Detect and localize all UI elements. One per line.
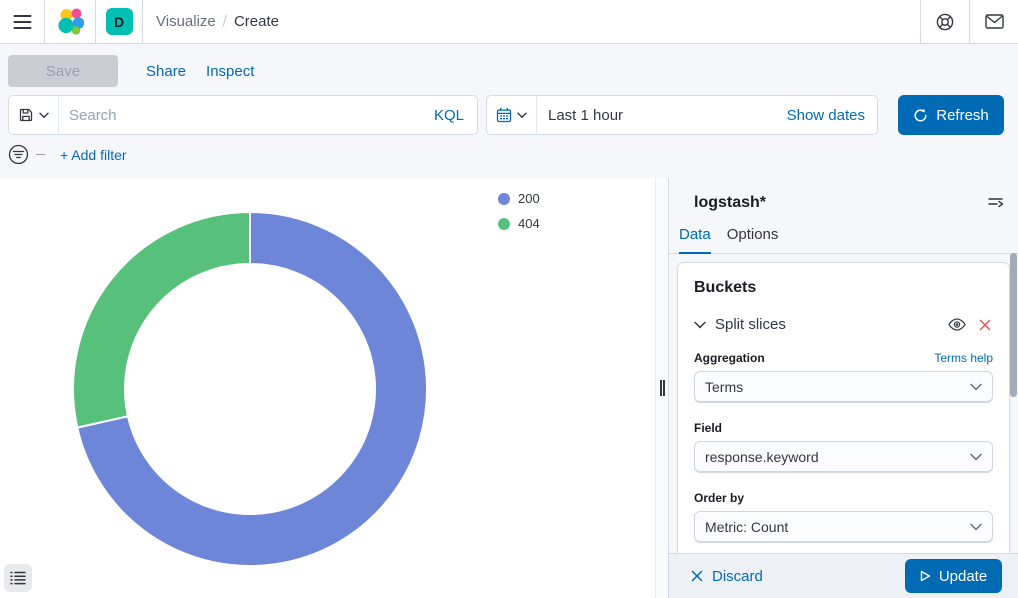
aggregation-label-row: Aggregation Terms help [694,351,993,365]
breadcrumb-visualize[interactable]: Visualize [156,13,216,30]
buckets-title: Buckets [694,279,757,296]
editor-footer: Discard Update [669,553,1018,598]
filter-bar-divider [36,154,45,155]
toolbar-area: Save Share Inspect [0,44,1018,178]
search-bar-group: KQL [8,95,478,135]
remove-bucket-button[interactable] [977,317,993,333]
legend-item-200[interactable]: 200 [498,191,540,206]
buckets-panel: Buckets Split slices [677,262,1010,553]
filter-bar: + Add filter [0,144,1018,165]
split-slices-section: Split slices [694,312,993,335]
chevron-down-icon [517,112,527,118]
legend-label: 200 [518,191,540,206]
remove-x-icon [979,319,991,330]
chevron-down-icon [39,112,49,118]
aggregation-value: Terms [705,379,744,395]
index-pattern-title: logstash* [694,194,767,211]
panel-header: logstash* [669,178,1018,212]
breadcrumb-separator: / [222,13,227,30]
panel-resizer[interactable] [655,178,668,598]
legend-item-404[interactable]: 404 [498,216,540,231]
help-button[interactable] [936,13,954,31]
elastic-logo[interactable] [45,0,96,43]
terms-help-link[interactable]: Terms help [934,351,993,365]
app-header: D Visualize / Create [0,0,1018,44]
elastic-logo-icon [57,8,84,35]
space-switcher[interactable]: D [96,0,143,43]
eye-icon [948,318,966,331]
hamburger-icon [13,14,31,29]
chevron-down-icon[interactable] [694,321,706,329]
collapse-panel-button[interactable] [988,196,1004,210]
date-picker-button[interactable] [487,96,537,134]
chevron-down-icon [970,523,982,531]
chevron-down-icon [970,383,982,391]
legend-toggle-button[interactable] [4,564,32,592]
refresh-icon [914,108,927,121]
donut-slice-200[interactable] [76,211,428,567]
visualization-editor-panel: logstash* Data Options B [668,178,1018,598]
field-select[interactable]: response.keyword [694,441,993,473]
order-by-select[interactable]: Metric: Count [694,511,993,543]
visualization-canvas: 200 404 [0,178,655,598]
mail-icon [984,14,1004,29]
update-label: Update [938,567,988,585]
calendar-icon [496,108,512,123]
editor-tabs: Data Options [669,212,1018,254]
time-range-value[interactable]: Last 1 hour [548,106,624,124]
legend-label: 404 [518,216,540,231]
refresh-label: Refresh [936,106,989,124]
chart-legend: 200 404 [498,191,540,231]
show-dates-button[interactable]: Show dates [786,106,865,124]
aggregation-select[interactable]: Terms [694,371,993,403]
share-button[interactable]: Share [146,62,187,80]
breadcrumb-create: Create [233,13,279,30]
chevron-down-icon [970,453,982,461]
split-slices-label[interactable]: Split slices [715,316,786,333]
collapse-panel-icon [988,198,1004,208]
save-button[interactable]: Save [8,55,118,87]
discard-label: Discard [712,567,763,585]
resizer-grip-icon [659,380,665,396]
refresh-button[interactable]: Refresh [898,95,1004,135]
search-input[interactable] [59,96,421,134]
query-bar: KQL [0,95,1018,135]
donut-chart[interactable] [0,178,500,598]
donut-slice-404[interactable] [72,211,251,429]
filter-circle-icon[interactable] [8,144,29,165]
field-value: response.keyword [705,449,819,465]
legend-dot [498,217,510,230]
field-label: Field [694,421,723,435]
query-language-button[interactable]: KQL [433,106,464,124]
editor-scroll-area: Buckets Split slices [669,254,1018,553]
time-picker-group: Last 1 hour Show dates [486,95,878,135]
close-icon [691,570,703,582]
play-icon [920,570,931,582]
tab-options[interactable]: Options [726,226,779,243]
space-badge: D [105,8,133,35]
scrollbar-thumb[interactable] [1010,253,1017,397]
visualize-actions-row: Save Share Inspect [0,44,1018,87]
inspect-button[interactable]: Inspect [206,62,255,80]
breadcrumb: Visualize / Create [143,0,279,43]
saved-query-menu-button[interactable] [9,96,59,134]
order-by-value: Metric: Count [705,519,789,535]
newsfeed-button[interactable] [984,14,1004,29]
update-button[interactable]: Update [905,559,1002,593]
save-icon [19,108,33,122]
add-filter-button[interactable]: + Add filter [60,146,127,163]
discard-button[interactable]: Discard [691,568,763,585]
legend-list-icon [10,571,26,585]
aggregation-label: Aggregation [694,351,765,365]
main-content: 200 404 logstash* [0,178,1018,598]
help-icon [936,13,954,30]
menu-button[interactable] [0,0,45,43]
tab-data[interactable]: Data [679,226,711,254]
toggle-visibility-button[interactable] [946,316,968,333]
header-actions [920,0,1018,43]
order-by-label: Order by [694,491,745,505]
legend-dot [498,192,510,205]
